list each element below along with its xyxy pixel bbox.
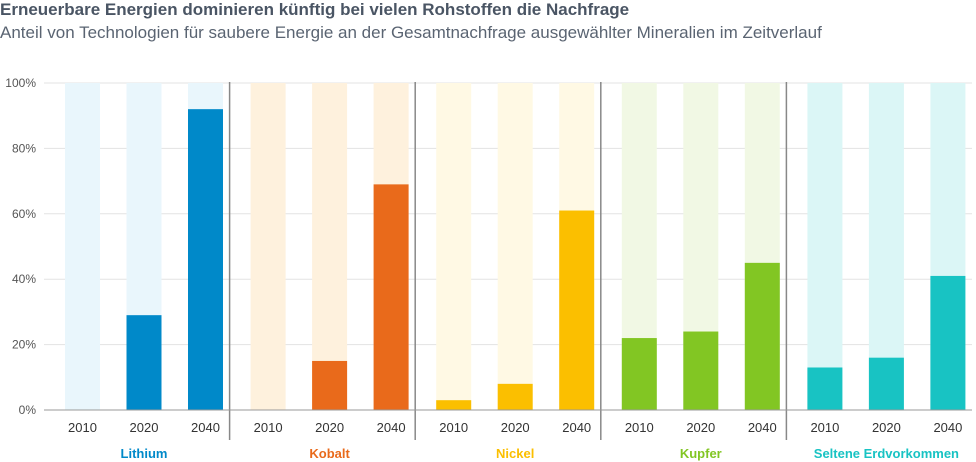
x-tick-label: 2020 — [130, 420, 159, 435]
bar — [807, 367, 843, 410]
x-tick-label: 2010 — [254, 420, 283, 435]
group-label: Kupfer — [680, 446, 722, 461]
bar — [559, 210, 595, 410]
x-tick-label: 2010 — [625, 420, 654, 435]
bar — [373, 184, 409, 410]
x-tick-label: 2040 — [562, 420, 591, 435]
y-tick-label: 80% — [12, 141, 36, 155]
bar-background — [868, 83, 904, 410]
x-tick-label: 2040 — [748, 420, 777, 435]
bar — [312, 360, 348, 410]
x-tick-label: 2010 — [810, 420, 839, 435]
y-tick-label: 0% — [19, 403, 37, 417]
bar — [436, 400, 472, 410]
group-label: Nickel — [496, 446, 534, 461]
bar — [868, 357, 904, 410]
bar — [930, 275, 966, 410]
bar — [497, 383, 533, 410]
y-tick-label: 40% — [12, 272, 36, 286]
group-label: Kobalt — [309, 446, 350, 461]
bar-background — [497, 83, 533, 410]
bar-background — [65, 83, 100, 410]
bar-background — [436, 83, 472, 410]
x-tick-label: 2020 — [315, 420, 344, 435]
bar-background — [807, 83, 843, 410]
x-tick-label: 2020 — [686, 420, 715, 435]
bar — [744, 262, 780, 410]
x-tick-label: 2020 — [872, 420, 901, 435]
x-tick-label: 2010 — [68, 420, 97, 435]
x-tick-label: 2020 — [501, 420, 530, 435]
x-tick-label: 2040 — [377, 420, 406, 435]
chart-subtitle: Anteil von Technologien für saubere Ener… — [0, 23, 822, 42]
bar-background — [250, 83, 286, 410]
y-tick-label: 60% — [12, 207, 36, 221]
bar — [621, 338, 657, 410]
bar — [683, 331, 719, 410]
chart-title: Erneuerbare Energien dominieren künftig … — [0, 0, 630, 19]
bar — [126, 315, 162, 410]
y-tick-label: 20% — [12, 338, 36, 352]
x-tick-label: 2040 — [191, 420, 220, 435]
y-tick-label: 100% — [5, 76, 36, 90]
bar-background — [312, 83, 348, 410]
group-label: Seltene Erdvorkommen — [814, 446, 959, 461]
bar — [188, 109, 223, 410]
group-label: Lithium — [121, 446, 168, 461]
x-tick-label: 2010 — [439, 420, 468, 435]
x-tick-label: 2040 — [933, 420, 962, 435]
